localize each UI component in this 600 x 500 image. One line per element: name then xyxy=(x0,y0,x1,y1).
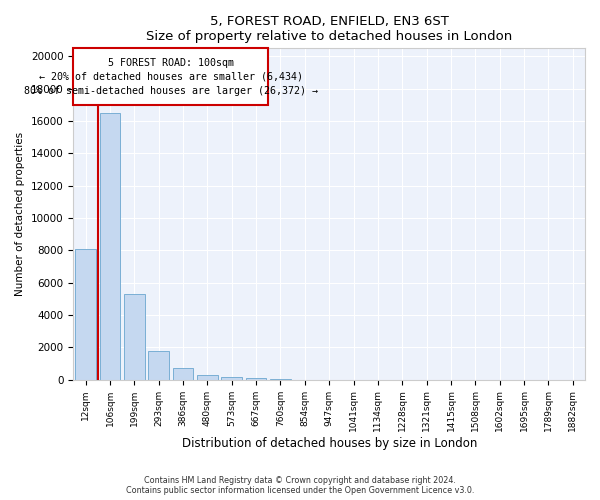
Bar xyxy=(221,377,242,380)
Y-axis label: Number of detached properties: Number of detached properties xyxy=(16,132,25,296)
Bar xyxy=(148,352,169,380)
Bar xyxy=(246,378,266,380)
Bar xyxy=(270,379,291,380)
Bar xyxy=(197,374,218,380)
Text: 5 FOREST ROAD: 100sqm
← 20% of detached houses are smaller (6,434)
80% of semi-d: 5 FOREST ROAD: 100sqm ← 20% of detached … xyxy=(24,58,318,96)
Bar xyxy=(100,113,121,380)
X-axis label: Distribution of detached houses by size in London: Distribution of detached houses by size … xyxy=(182,437,477,450)
Text: Contains HM Land Registry data © Crown copyright and database right 2024.
Contai: Contains HM Land Registry data © Crown c… xyxy=(126,476,474,495)
Bar xyxy=(173,368,193,380)
Bar xyxy=(124,294,145,380)
Bar xyxy=(75,248,96,380)
Title: 5, FOREST ROAD, ENFIELD, EN3 6ST
Size of property relative to detached houses in: 5, FOREST ROAD, ENFIELD, EN3 6ST Size of… xyxy=(146,15,512,43)
FancyBboxPatch shape xyxy=(73,48,268,105)
